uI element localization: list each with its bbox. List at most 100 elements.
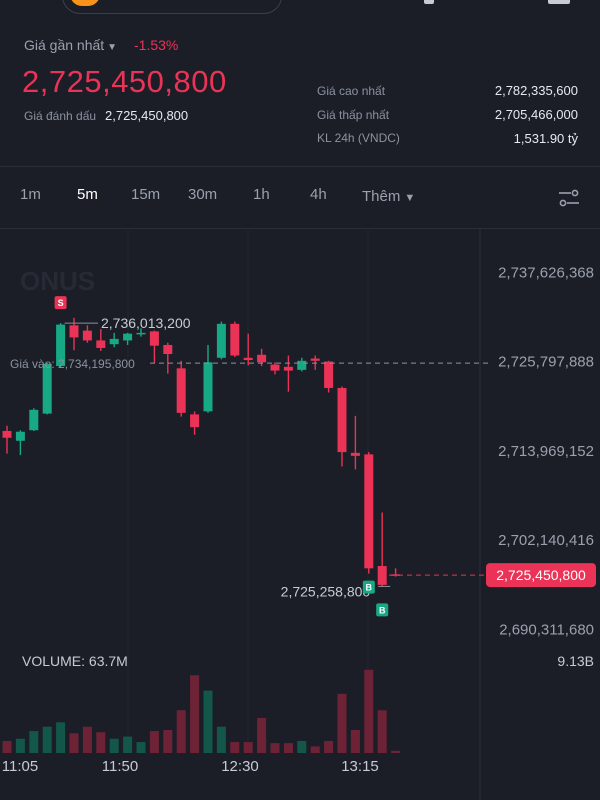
candle-body <box>297 360 307 370</box>
candle-body <box>203 362 213 412</box>
volume-bar <box>42 726 52 753</box>
tab-30m[interactable]: 30m <box>188 186 218 203</box>
price-tick-label: 2,690,311,680 <box>499 621 594 638</box>
last-price-label[interactable]: Giá gần nhất ▼ <box>24 37 118 53</box>
volume-bar <box>123 736 133 753</box>
volume-bar <box>190 675 200 753</box>
volume-bar <box>377 710 387 753</box>
last-price: 2,725,450,800 <box>22 64 227 99</box>
chevron-down-icon: ▼ <box>107 42 118 53</box>
volume-bar <box>29 731 39 753</box>
candle-body <box>56 324 66 367</box>
volume-24h-label: KL 24h (VNDC) <box>317 131 400 145</box>
low-value: 2,705,466,000 <box>494 107 578 122</box>
chart-settings-icon[interactable] <box>557 188 581 208</box>
candle-body <box>69 325 79 338</box>
liq-marker <box>362 580 375 594</box>
sell-marker <box>54 296 67 310</box>
mark-price-label: Giá đánh dấu <box>24 109 97 123</box>
volume-max-label: 9.13B <box>557 653 594 669</box>
mark-price: 2,725,450,800 <box>105 108 189 123</box>
candle-body <box>109 338 119 345</box>
volume-bar <box>149 731 159 753</box>
candle-body <box>42 363 52 414</box>
current-price-badge-label: 2,725,450,800 <box>496 567 586 583</box>
volume-bar <box>176 710 186 753</box>
price-axis: 2,737,626,368 2,725,797,888 2,713,969,152 2… <box>498 264 594 638</box>
candle-body <box>82 330 92 341</box>
candle-body <box>15 431 25 441</box>
time-tick-label: 11:50 <box>102 758 138 775</box>
high-label: Giá cao nhất <box>317 84 386 98</box>
candle-body <box>270 364 280 371</box>
volume-bar <box>82 726 92 753</box>
liq-marker-label: B <box>366 583 373 593</box>
candle-body <box>324 361 334 388</box>
candle-body <box>391 574 401 576</box>
tab-4h[interactable]: 4h <box>310 186 327 203</box>
volume-bar <box>270 743 280 753</box>
volume-bar <box>364 669 374 753</box>
candle-body <box>2 430 12 438</box>
menu-icon[interactable] <box>548 0 570 4</box>
candle-body <box>337 387 347 453</box>
share-icon[interactable] <box>424 0 434 4</box>
candle-body <box>96 340 106 348</box>
time-axis: 11:05 11:50 12:30 13:15 <box>2 758 379 775</box>
divider <box>0 166 600 167</box>
more-dropdown[interactable]: Thêm ▼ <box>362 188 416 205</box>
candle-body <box>190 414 200 428</box>
time-tick-label: 13:15 <box>341 758 379 775</box>
volume-bar <box>324 740 334 753</box>
candle-body <box>350 452 360 456</box>
volume-bar <box>69 733 79 753</box>
current-price-badge <box>486 563 596 588</box>
high-value: 2,782,335,600 <box>494 83 578 98</box>
price-tick-label: 2,702,140,416 <box>498 532 594 549</box>
tab-1h[interactable]: 1h <box>253 186 270 203</box>
candle-body <box>163 344 173 355</box>
divider <box>0 228 600 229</box>
volume-bar <box>216 726 226 753</box>
volume-bar <box>2 740 12 753</box>
candle-body <box>310 358 320 361</box>
price-tick-label: 2,737,626,368 <box>498 264 594 281</box>
volume-bar <box>163 729 173 753</box>
volume-bar <box>243 742 253 753</box>
volume-bar <box>109 738 119 753</box>
volume-bar <box>391 750 401 753</box>
candle-body <box>243 357 253 361</box>
top-bar <box>0 0 600 14</box>
coin-icon <box>70 0 100 6</box>
tab-1m[interactable]: 1m <box>20 186 41 203</box>
watermark-logo: ONUS <box>20 266 95 296</box>
tab-5m[interactable]: 5m <box>77 186 98 203</box>
chart-annotations: Giá vào: 2,734,195,800 2,725,450,800 2,736… <box>10 296 596 617</box>
buy-marker <box>376 603 389 617</box>
volume-bar <box>136 742 146 753</box>
volume-bar <box>203 690 213 753</box>
volume-bar <box>310 746 320 753</box>
candle-body <box>176 368 186 413</box>
low-label: Giá thấp nhất <box>317 108 390 122</box>
volume-bar <box>350 729 360 753</box>
time-tick-label: 12:30 <box>221 758 259 775</box>
volume-bar <box>15 738 25 753</box>
candle-body <box>136 332 146 335</box>
buy-marker-label: B <box>379 605 386 615</box>
candle-body <box>29 409 39 431</box>
price-tick-label: 2,725,797,888 <box>498 354 594 371</box>
candle-body <box>123 333 133 341</box>
candle-body <box>149 331 159 346</box>
time-tick-label: 11:05 <box>2 758 38 775</box>
low-price-label: 2,725,258,800 <box>281 583 371 599</box>
price-tick-label: 2,713,969,152 <box>498 443 594 460</box>
candle-body <box>216 323 226 358</box>
volume-label: VOLUME: 63.7M <box>22 653 128 669</box>
volume-bar <box>283 743 293 753</box>
tab-15m[interactable]: 15m <box>131 186 161 203</box>
volume-24h-value: 1,531.90 tỷ <box>513 131 578 146</box>
sell-marker-label: S <box>58 298 64 308</box>
candlestick-chart[interactable]: ONUS VOLUME: 63.7M 9.13B 2,737,626,3682,7… <box>0 228 600 800</box>
entry-price-label: Giá vào: 2,734,195,800 <box>10 357 135 371</box>
